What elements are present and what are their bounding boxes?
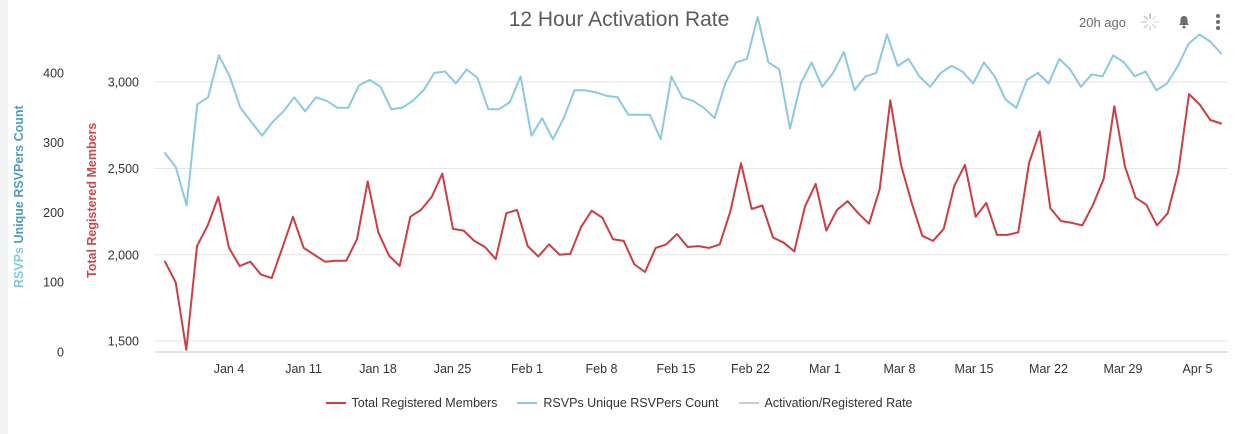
y-tick-rsvps-2: 200 <box>43 206 64 220</box>
y-ticks-rsvps: 0 100 200 300 400 <box>43 66 64 359</box>
legend-swatch-rsvps <box>517 402 538 404</box>
grid-lines <box>155 81 1228 353</box>
x-ticks: Jan 4 Jan 11 Jan 18 Jan 25 Feb 1 Feb 8 Feb 15 F… <box>214 362 1213 376</box>
legend-label-activation-rate: Activation/Registered Rate <box>764 396 913 410</box>
series-lines <box>164 16 1222 351</box>
y-ticks-members: 1,500 2,000 2,500 3,000 <box>108 76 139 349</box>
x-tick-3: Jan 25 <box>434 362 472 376</box>
x-tick-13: Apr 5 <box>1183 362 1213 376</box>
y-tick-members-1: 2,000 <box>108 248 139 262</box>
legend-swatch-activation-rate <box>738 402 759 404</box>
legend-item-total-members[interactable]: Total Registered Members <box>325 396 498 410</box>
chart-toolbar: 20h ago <box>1079 10 1228 34</box>
x-tick-6: Feb 15 <box>657 362 696 376</box>
legend-label-rsvps: RSVPs Unique RSVPers Count <box>543 396 719 410</box>
legend-item-activation-rate[interactable]: Activation/Registered Rate <box>738 396 913 410</box>
x-tick-7: Feb 22 <box>731 362 770 376</box>
last-updated-timestamp: 20h ago <box>1079 14 1126 30</box>
chart-legend: Total Registered Members RSVPs Unique RS… <box>0 396 1238 410</box>
series-line-1 <box>164 16 1222 207</box>
x-tick-12: Mar 29 <box>1104 362 1143 376</box>
x-tick-4: Feb 1 <box>511 362 543 376</box>
panel-left-edge <box>0 0 8 434</box>
alert-bell-icon[interactable] <box>1174 12 1194 32</box>
y-tick-rsvps-0: 0 <box>57 346 64 360</box>
chart-title: 12 Hour Activation Rate <box>508 8 730 31</box>
more-vertical-icon[interactable] <box>1208 12 1228 32</box>
x-tick-1: Jan 11 <box>285 362 322 376</box>
x-tick-5: Feb 8 <box>586 362 618 376</box>
x-tick-9: Mar 8 <box>884 362 916 376</box>
legend-swatch-total-members <box>325 402 346 404</box>
y-tick-rsvps-3: 300 <box>43 136 64 150</box>
y-tick-rsvps-4: 400 <box>43 66 64 80</box>
y-tick-rsvps-1: 100 <box>43 276 64 290</box>
legend-label-total-members: Total Registered Members <box>351 396 498 410</box>
x-tick-10: Mar 15 <box>955 362 994 376</box>
x-tick-11: Mar 22 <box>1029 362 1068 376</box>
x-tick-0: Jan 4 <box>214 362 245 376</box>
y-tick-members-3: 3,000 <box>108 76 139 90</box>
series-line-0 <box>164 93 1222 351</box>
y-tick-members-0: 1,500 <box>108 335 139 349</box>
x-tick-2: Jan 18 <box>359 362 397 376</box>
loading-spinner-icon <box>1140 12 1160 32</box>
x-tick-8: Mar 1 <box>809 362 841 376</box>
legend-item-rsvps[interactable]: RSVPs Unique RSVPers Count <box>517 396 719 410</box>
y-tick-members-2: 2,500 <box>108 162 139 176</box>
